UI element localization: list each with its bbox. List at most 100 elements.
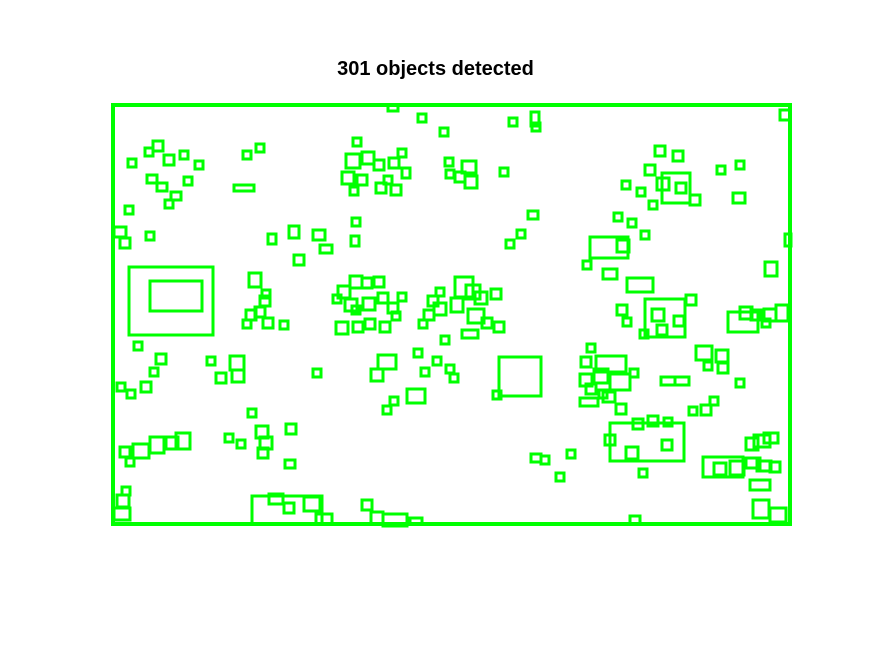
- detection-box: [256, 446, 270, 460]
- detection-box: [260, 288, 272, 300]
- detection-box: [687, 405, 699, 417]
- detection-box: [351, 136, 363, 148]
- detection-box: [581, 259, 593, 271]
- detection-box: [444, 363, 456, 375]
- detection-box: [601, 267, 619, 281]
- detection-box: [348, 185, 360, 197]
- detection-box: [115, 381, 127, 393]
- detection-box: [155, 181, 169, 193]
- detection-box: [608, 372, 632, 392]
- detection-box: [639, 229, 651, 241]
- detection-box: [688, 193, 702, 207]
- detection-box: [363, 317, 377, 331]
- detection-box: [673, 375, 691, 387]
- detection-box: [449, 296, 465, 314]
- detection-box: [480, 316, 494, 330]
- figure-title: 301 objects detected: [337, 58, 534, 80]
- detection-box: [507, 116, 519, 128]
- detection-box: [344, 152, 362, 170]
- detection-box: [131, 442, 151, 460]
- detection-box: [734, 159, 746, 171]
- detection-box: [348, 274, 364, 290]
- detection-box: [387, 156, 401, 170]
- detection-box: [374, 181, 388, 195]
- detection-box: [162, 153, 176, 167]
- detection-box: [361, 296, 377, 312]
- detection-box: [205, 355, 217, 367]
- detection-box: [498, 166, 510, 178]
- detection-box: [241, 318, 253, 330]
- detection-box: [530, 121, 542, 133]
- detection-box: [614, 402, 628, 416]
- detection-boxes: [112, 103, 793, 528]
- detection-box: [283, 458, 297, 470]
- detection-box: [267, 492, 285, 506]
- detection-box: [443, 156, 455, 168]
- detection-box: [360, 276, 374, 290]
- detection-box: [388, 395, 400, 407]
- detection-box: [376, 291, 390, 305]
- detection-box: [492, 320, 506, 334]
- detection-box: [592, 367, 610, 385]
- detection-box: [390, 310, 402, 322]
- detection-box: [716, 361, 730, 375]
- detection-box: [112, 506, 132, 522]
- detection-box: [118, 445, 132, 459]
- detection-box: [139, 380, 153, 394]
- detection-box: [389, 183, 403, 197]
- detection-box: [432, 301, 448, 317]
- detection-box: [132, 340, 144, 352]
- detection-box: [646, 414, 660, 428]
- detection-box: [702, 360, 714, 372]
- detection-box: [526, 209, 540, 221]
- detection-box: [615, 303, 629, 317]
- detection-box: [744, 436, 760, 452]
- detection-box: [460, 159, 478, 175]
- detection-box: [444, 168, 456, 180]
- detection-box: [624, 445, 640, 461]
- detection-box: [334, 320, 350, 336]
- detection-box: [672, 314, 686, 328]
- detection-box: [351, 320, 365, 334]
- detection-box: [662, 416, 674, 428]
- detection-box: [115, 493, 131, 509]
- detection-box: [349, 234, 361, 248]
- detection-box: [712, 461, 728, 477]
- detection-box: [412, 347, 424, 359]
- detection-box: [643, 163, 657, 177]
- detection-box: [302, 495, 322, 513]
- detection-box: [282, 501, 296, 515]
- detection-box: [768, 506, 788, 524]
- detection-box: [715, 164, 727, 176]
- detection-box: [655, 323, 669, 337]
- detection-box: [762, 431, 780, 445]
- detection-box: [376, 353, 398, 371]
- detection-box: [419, 366, 431, 378]
- detection-box: [584, 382, 598, 396]
- detection-box: [331, 293, 343, 305]
- detection-box: [151, 139, 165, 153]
- detection-box: [232, 183, 256, 193]
- detection-box: [612, 211, 624, 223]
- detection-box: [768, 460, 782, 474]
- detection-box: [628, 367, 640, 379]
- detection-box: [278, 319, 290, 331]
- detection-box: [396, 147, 408, 159]
- detection-box: [247, 271, 263, 289]
- detection-box: [448, 372, 460, 384]
- detection-box: [760, 317, 772, 329]
- detection-box: [615, 238, 631, 254]
- detection-box: [631, 417, 645, 431]
- detection-box: [783, 232, 793, 248]
- detection-box: [396, 291, 408, 303]
- detection-box: [400, 166, 412, 180]
- detection-box: [463, 174, 479, 190]
- detection-box: [230, 368, 246, 384]
- detection-box: [635, 186, 647, 198]
- detection-box: [473, 290, 489, 306]
- detection-box: [164, 435, 180, 451]
- detection-box: [123, 204, 135, 216]
- detection-box: [182, 175, 194, 187]
- detection-box: [378, 320, 392, 334]
